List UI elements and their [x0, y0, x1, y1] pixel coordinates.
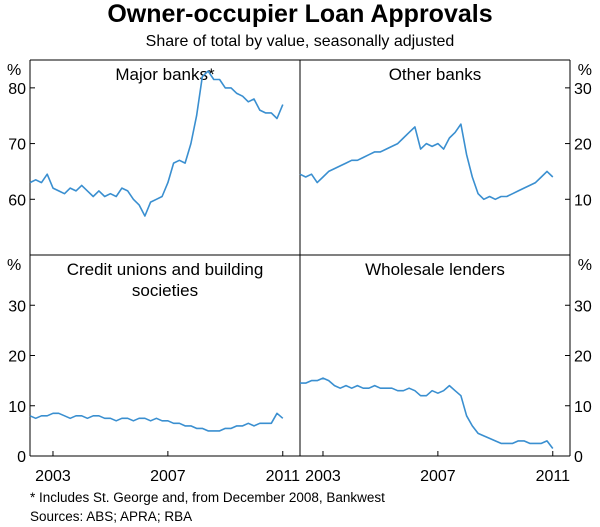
- panel-1-ytick-label: 80: [8, 81, 26, 98]
- x-axis-ticks: 2003 2007 2011 2003 2007 2011: [35, 451, 570, 485]
- panel-4-ytick-label: 0: [574, 449, 583, 466]
- panel-4: Wholesale lenders % 0 10 20 30: [300, 257, 592, 466]
- panel-3-unit-label: %: [7, 257, 21, 274]
- footnote-sources: Sources: ABS; APRA; RBA: [30, 509, 192, 524]
- panel-4-unit-label: %: [578, 257, 592, 274]
- panel-3-ytick-label: 30: [8, 298, 26, 315]
- panel-3-ytick-label: 0: [17, 449, 26, 466]
- panel-2-ytick-label: 20: [574, 137, 592, 154]
- panel-3-ytick-label: 20: [8, 349, 26, 366]
- panel-3-title-line-1: Credit unions and building: [67, 260, 264, 279]
- chart-subtitle: Share of total by value, seasonally adju…: [146, 33, 455, 50]
- panel-1-ytick-label: 60: [8, 192, 26, 209]
- x-tick-label: 2003: [305, 468, 341, 485]
- x-tick-label: 2011: [536, 468, 571, 485]
- panel-2-series-line: [299, 123, 554, 201]
- x-tick-label: 2007: [150, 468, 186, 485]
- panel-3-ytick-label: 10: [8, 399, 26, 416]
- x-tick-label: 2007: [420, 468, 456, 485]
- x-tick-label: 2011: [266, 468, 301, 485]
- x-tick-label: 2003: [35, 468, 71, 485]
- panel-3-series-line: [29, 412, 284, 432]
- panel-1-series-line: [29, 70, 284, 217]
- panel-1-unit-label: %: [7, 62, 21, 79]
- panel-4-ytick-label: 20: [574, 349, 592, 366]
- panel-4-ytick-label: 30: [574, 298, 592, 315]
- panel-2-ytick-label: 30: [574, 81, 592, 98]
- panel-frame: [29, 59, 571, 457]
- panel-2-unit-label: %: [578, 62, 592, 79]
- panel-2-ytick-label: 10: [574, 192, 592, 209]
- panel-4-title-line-1: Wholesale lenders: [365, 260, 505, 279]
- panel-1-title-line-1: Major banks*: [115, 65, 215, 84]
- panel-4-ytick-label: 10: [574, 399, 592, 416]
- panel-1-ytick-label: 70: [8, 137, 26, 154]
- panel-2-title-line-1: Other banks: [389, 65, 482, 84]
- panel-1: Major banks*% 60 70 80: [7, 62, 284, 217]
- panel-4-series-line: [300, 377, 554, 449]
- footnote-asterisk: * Includes St. George and, from December…: [30, 490, 385, 505]
- panel-2: Other banks % 10 20 30: [299, 62, 592, 209]
- chart-title: Owner-occupier Loan Approvals: [107, 0, 492, 28]
- panel-3: Credit unions and building societies% 0 10 2…: [7, 257, 284, 466]
- panel-3-title-line-2: societies: [132, 281, 198, 300]
